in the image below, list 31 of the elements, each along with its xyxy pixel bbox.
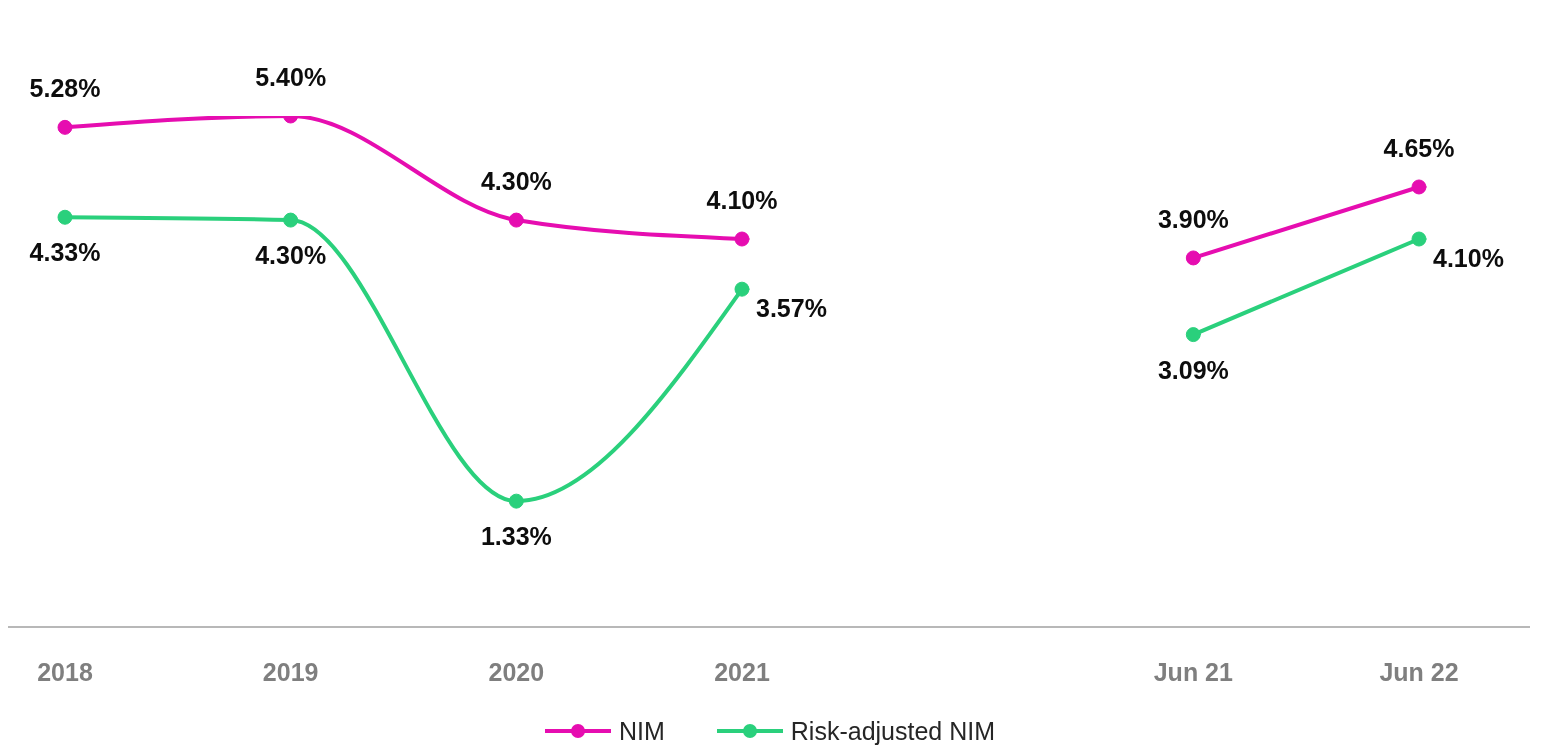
point — [1185, 250, 1201, 266]
x-tick-label: 2019 — [262, 657, 319, 686]
point — [508, 493, 524, 509]
data-label: 4.33% — [29, 238, 101, 267]
data-label: 4.10% — [706, 186, 778, 215]
data-label: 3.09% — [1157, 355, 1229, 384]
data-label: 4.10% — [1433, 244, 1504, 273]
legend-label: Risk-adjusted NIM — [790, 716, 996, 745]
data-label: 5.28% — [29, 74, 101, 103]
point — [734, 281, 750, 297]
data-label: 4.65% — [1383, 133, 1455, 162]
point — [57, 209, 73, 225]
point — [1185, 327, 1201, 343]
x-tick-label: 2020 — [488, 657, 545, 686]
point — [1411, 231, 1427, 247]
x-tick-label: 2018 — [37, 657, 93, 686]
point — [508, 212, 524, 228]
point — [283, 212, 299, 228]
data-label: 3.57% — [756, 294, 827, 323]
data-label: 4.30% — [480, 167, 552, 196]
data-label: 5.40% — [255, 63, 327, 91]
x-tick-label: Jun 22 — [1379, 657, 1459, 686]
x-tick-label: 2021 — [714, 657, 770, 686]
point — [1411, 179, 1427, 195]
x-tick-label: Jun 21 — [1153, 657, 1234, 686]
data-label: 3.90% — [1157, 204, 1229, 233]
data-label: 4.30% — [255, 241, 327, 270]
legend-label: NIM — [618, 716, 665, 745]
point — [57, 119, 73, 135]
data-label: 1.33% — [480, 522, 552, 551]
point — [734, 231, 750, 247]
